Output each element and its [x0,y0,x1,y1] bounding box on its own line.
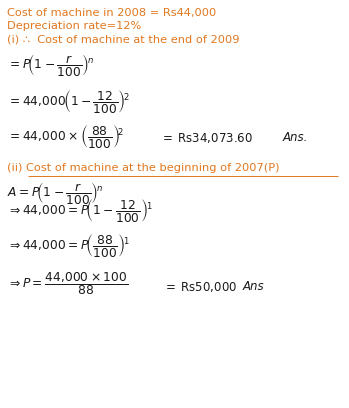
Text: Depreciation rate=12%: Depreciation rate=12% [7,21,141,31]
Text: $=\;$Rs50,000: $=\;$Rs50,000 [163,280,237,294]
Text: Cost of machine in 2008 = Rs44,000: Cost of machine in 2008 = Rs44,000 [7,8,216,18]
Text: $\Rightarrow P=\dfrac{44,\!000 \times 100}{88}$: $\Rightarrow P=\dfrac{44,\!000 \times 10… [7,270,128,297]
Text: Ans.: Ans. [283,131,309,144]
Text: $\Rightarrow 44,\!000 = P\!\left(\dfrac{88}{100}\right)^{\!1}$: $\Rightarrow 44,\!000 = P\!\left(\dfrac{… [7,232,130,259]
Text: (ii) Cost of machine at the beginning of 2007(P): (ii) Cost of machine at the beginning of… [7,163,280,173]
Text: $= P\!\left(1 - \dfrac{r}{100}\right)^{\!n}$: $= P\!\left(1 - \dfrac{r}{100}\right)^{\… [7,52,94,78]
Text: Ans: Ans [243,280,265,293]
Text: $A = P\!\left(1 - \dfrac{r}{100}\right)^{\!n}$: $A = P\!\left(1 - \dfrac{r}{100}\right)^… [7,180,103,206]
Text: $= 44,\!000\!\left(1 - \dfrac{12}{100}\right)^{\!2}$: $= 44,\!000\!\left(1 - \dfrac{12}{100}\r… [7,88,130,115]
Text: $=\;$Rs34,073.60: $=\;$Rs34,073.60 [160,131,253,145]
Text: $= 44,\!000 \times \left(\dfrac{88}{100}\right)^{\!2}$: $= 44,\!000 \times \left(\dfrac{88}{100}… [7,123,124,150]
Text: $\Rightarrow 44,\!000 = P\!\left(1 - \dfrac{12}{100}\right)^{\!1}$: $\Rightarrow 44,\!000 = P\!\left(1 - \df… [7,197,153,224]
Text: (i) ∴  Cost of machine at the end of 2009: (i) ∴ Cost of machine at the end of 2009 [7,34,239,44]
